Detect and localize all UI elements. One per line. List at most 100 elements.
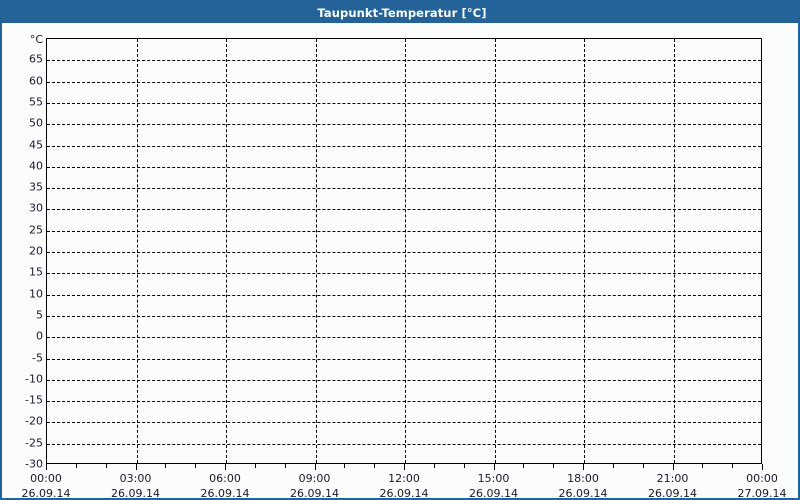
x-axis-major-tick (404, 464, 405, 470)
x-axis-date-label: 26.09.14 (648, 487, 697, 500)
x-axis-minor-tick (463, 464, 465, 468)
x-axis-tick-label: 06:00 26.09.14 (180, 471, 270, 500)
x-axis-tick-label: 00:00 26.09.14 (2, 471, 91, 500)
x-axis-major-tick (583, 464, 584, 470)
x-axis-tick-labels: 00:00 26.09.14 03:00 26.09.14 06:00 26.09.14 0… (22, 471, 787, 500)
y-axis-tick-label: 30 (29, 201, 43, 215)
y-axis-tick-label: -30 (25, 457, 43, 471)
gridline-horizontal (47, 401, 761, 403)
gridline-horizontal (47, 443, 761, 445)
plot-canvas: °C 65 60 55 50 45 40 35 30 25 20 15 10 5 0 -5 -10 -15 -20… (2, 23, 798, 498)
gridline-horizontal (47, 102, 761, 104)
x-axis-minor-tick (523, 464, 525, 468)
y-axis-tick-label: 5 (36, 308, 43, 322)
gridline-horizontal (47, 81, 761, 83)
x-axis-date-label: 26.09.14 (379, 487, 429, 500)
y-axis-tick-label: 50 (29, 116, 43, 130)
y-axis-tick-label: 20 (29, 244, 43, 258)
y-axis-tick-label: 35 (29, 180, 43, 194)
y-axis-tick-label: 55 (29, 95, 43, 109)
x-axis-ticks (46, 464, 763, 470)
x-axis-tick-label: 12:00 26.09.14 (359, 471, 449, 500)
x-axis-minor-tick (642, 464, 644, 468)
x-axis-date-label: 26.09.14 (111, 487, 160, 500)
page-title: Taupunkt-Temperatur [°C] (317, 5, 487, 20)
gridline-horizontal (47, 337, 761, 339)
x-axis-major-tick (135, 464, 137, 470)
x-axis-minor-tick (732, 464, 734, 468)
gridline-vertical (226, 39, 227, 463)
y-axis-tick-label: 25 (29, 223, 43, 237)
gridline-vertical (405, 39, 406, 463)
x-axis-time-label: 21:00 (656, 472, 689, 485)
gridline-horizontal (47, 166, 761, 168)
gridline-horizontal (47, 294, 761, 296)
gridline-horizontal (47, 315, 761, 317)
x-axis-minor-tick (374, 464, 376, 468)
y-axis-tick-label: -5 (32, 351, 43, 364)
gridline-horizontal (47, 358, 761, 360)
gridline-horizontal (47, 188, 761, 190)
y-axis-tick-label: 0 (36, 329, 43, 343)
x-axis-major-tick (314, 464, 316, 470)
x-axis-major-tick (493, 464, 495, 470)
x-axis-time-label: 18:00 (567, 472, 599, 485)
x-axis-time-label: 09:00 (298, 472, 331, 485)
x-axis-time-label: 06:00 (209, 472, 241, 485)
x-axis-date-label: 27.09.14 (737, 487, 787, 500)
x-axis-tick-label: 21:00 26.09.14 (628, 471, 718, 500)
x-axis-major-tick (672, 464, 674, 470)
gridline-horizontal (47, 379, 761, 381)
x-axis-date-label: 26.09.14 (21, 487, 71, 500)
y-axis-tick-label: -25 (25, 436, 43, 450)
x-axis-minor-tick (75, 464, 77, 468)
y-axis-unit-label: °C (29, 33, 43, 46)
chart-title-bar: Taupunkt-Temperatur [°C] (2, 2, 798, 23)
x-axis-tick-label: 09:00 26.09.14 (270, 471, 360, 500)
x-axis-minor-tick (553, 464, 555, 468)
x-axis-time-label: 03:00 (119, 472, 152, 485)
y-axis-tick-label: 15 (29, 265, 43, 279)
x-axis-minor-tick (433, 464, 435, 468)
y-axis-tick-label: -15 (25, 393, 43, 407)
gridline-horizontal (47, 252, 761, 253)
x-axis-tick-label: 18:00 26.09.14 (538, 471, 628, 500)
y-axis-tick-label: 10 (29, 287, 43, 301)
x-axis-date-label: 26.09.14 (200, 487, 250, 500)
x-axis-minor-tick (612, 464, 614, 468)
x-axis-time-label: 00:00 (746, 472, 778, 485)
y-axis-tick-label: 40 (29, 159, 43, 173)
x-axis-major-tick (225, 464, 226, 470)
data-series-layer (47, 39, 763, 465)
x-axis-time-label: 12:00 (388, 472, 420, 485)
x-axis-minor-tick (165, 464, 167, 468)
y-axis-tick-label: 65 (29, 52, 43, 66)
x-axis-tick-label: 03:00 26.09.14 (91, 471, 181, 500)
x-axis-major-tick (46, 464, 47, 470)
x-axis-minor-tick (344, 464, 346, 468)
x-axis-tick-label: 15:00 26.09.14 (449, 471, 539, 500)
y-axis-tick-label: 45 (29, 138, 43, 151)
x-axis-date-label: 26.09.14 (469, 487, 518, 500)
plot-area (46, 38, 762, 464)
x-axis-minor-tick (195, 464, 197, 468)
x-axis-date-label: 26.09.14 (558, 487, 608, 500)
x-axis-major-tick (762, 464, 763, 470)
gridline-horizontal (47, 124, 761, 126)
x-axis-minor-tick (702, 464, 704, 468)
gridline-vertical (136, 39, 138, 463)
y-axis-tick-label: 60 (29, 74, 43, 88)
x-axis-minor-tick (254, 464, 256, 468)
x-axis-date-label: 26.09.14 (290, 487, 339, 500)
y-axis-tick-label: -10 (25, 372, 43, 386)
gridline-vertical (584, 39, 585, 463)
gridline-horizontal (47, 273, 761, 275)
y-axis-tick-labels: 65 60 55 50 45 40 35 30 25 20 15 10 5 0 -5 -10 -15 -20 -25… (2, 38, 43, 470)
x-axis-tick-label: 00:00 27.09.14 (717, 471, 798, 500)
y-axis-tick-label: -20 (25, 414, 43, 428)
x-axis-minor-tick (105, 464, 107, 468)
x-axis-time-label: 00:00 (30, 472, 62, 485)
gridline-vertical (315, 39, 317, 463)
gridline-horizontal (47, 230, 761, 232)
